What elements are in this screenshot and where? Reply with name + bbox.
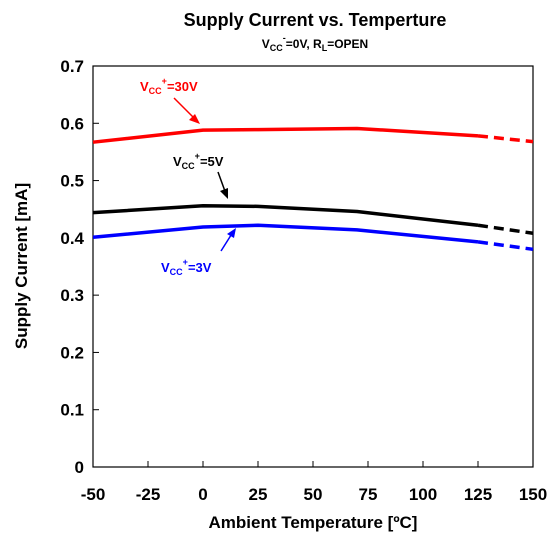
series-label-5v: VCC+=5V bbox=[173, 151, 224, 171]
x-tick-label: -25 bbox=[136, 485, 161, 504]
plot-area bbox=[92, 65, 534, 468]
series-label-3v: VCC+=3V bbox=[161, 257, 212, 277]
chart-title: Supply Current vs. Temperture bbox=[184, 10, 447, 30]
series-extrapolation-2 bbox=[477, 240, 534, 252]
y-tick-label: 0 bbox=[75, 458, 84, 477]
y-axis-ticks: 0 0.1 0.2 0.3 0.4 0.5 0.6 0.7 bbox=[60, 57, 99, 477]
x-tick-label: -50 bbox=[81, 485, 106, 504]
x-axis-label: Ambient Temperature [ºC] bbox=[209, 513, 418, 532]
x-tick-label: 50 bbox=[304, 485, 323, 504]
series-extrapolation-1 bbox=[477, 223, 534, 236]
chart-subtitle: VCC-=0V, RL=OPEN bbox=[262, 33, 368, 53]
y-tick-label: 0.6 bbox=[60, 114, 84, 133]
y-tick-label: 0.7 bbox=[60, 57, 84, 76]
y-tick-label: 0.3 bbox=[60, 286, 84, 305]
y-tick-label: 0.2 bbox=[60, 343, 84, 362]
y-tick-label: 0.5 bbox=[60, 172, 84, 191]
x-tick-label: 0 bbox=[198, 485, 207, 504]
y-tick-label: 0.4 bbox=[60, 229, 84, 248]
series-line-2 bbox=[92, 223, 479, 244]
series-line-1 bbox=[92, 204, 479, 227]
series-line-0 bbox=[92, 126, 479, 144]
series-extrapolation-0 bbox=[477, 134, 534, 144]
x-tick-label: 125 bbox=[464, 485, 492, 504]
y-axis-label: Supply Current [mA] bbox=[12, 183, 31, 349]
x-tick-label: 150 bbox=[519, 485, 547, 504]
x-tick-label: 75 bbox=[359, 485, 378, 504]
arrow-3v bbox=[220, 228, 236, 252]
series-label-30v: VCC+=30V bbox=[140, 76, 198, 96]
y-tick-label: 0.1 bbox=[60, 401, 84, 420]
x-tick-label: 25 bbox=[249, 485, 268, 504]
series-lines bbox=[92, 126, 534, 252]
arrow-30v bbox=[173, 97, 200, 124]
x-tick-label: 100 bbox=[409, 485, 437, 504]
arrow-5v bbox=[217, 171, 228, 199]
x-axis-ticks: -50 -25 0 25 50 75 100 125 150 bbox=[81, 461, 547, 504]
